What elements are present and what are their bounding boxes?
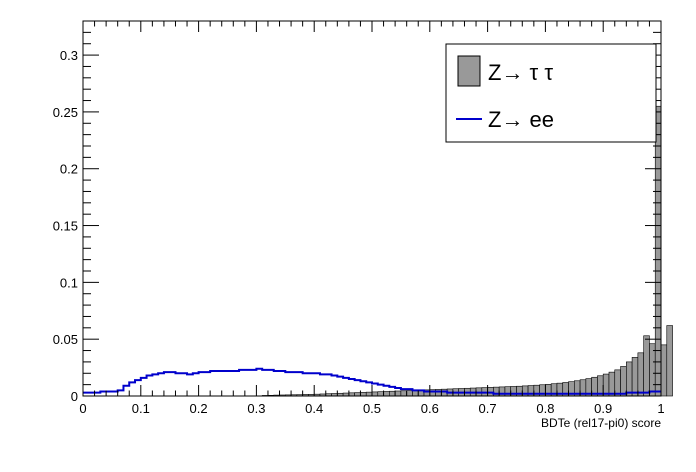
x-tick-labels: 0 0.1 0.2 0.3 0.4 0.5 0.6 0.7 0.8 0.9 1 [79, 401, 664, 416]
legend: Z→ τ τ Z→ ee [445, 43, 657, 143]
y-tick-label: 0.2 [60, 162, 78, 177]
x-tick-label: 0.6 [421, 401, 439, 416]
y-tick-label: 0.15 [53, 219, 78, 234]
ztautau-bar [631, 357, 639, 397]
ztautau-bar [620, 366, 627, 397]
ztautau-bar [383, 391, 390, 397]
x-tick-label: 0.1 [132, 401, 150, 416]
x-tick-label: 0.7 [479, 401, 497, 416]
y-tick-label: 0 [71, 389, 78, 404]
ztautau-bar [377, 391, 384, 397]
axis-ticks [82, 20, 662, 397]
ztautau-bar [354, 392, 361, 397]
line-histogram-layer [83, 367, 661, 395]
x-tick-label: 0.9 [594, 401, 612, 416]
ztautau-bar [435, 389, 442, 397]
ztautau-bar [660, 344, 668, 397]
ztautau-bar [365, 391, 373, 397]
zee-step-line [83, 367, 661, 395]
ztautau-bar [614, 369, 621, 397]
legend-box [445, 43, 657, 143]
legend-swatch-ztautau [457, 55, 481, 87]
ztautau-bar [649, 343, 656, 397]
ztautau-bar [389, 390, 396, 397]
x-tick-label: 1 [657, 401, 664, 416]
filled-histogram-layer [261, 105, 673, 397]
ztautau-bar [360, 392, 367, 397]
y-tick-label: 0.1 [60, 275, 78, 290]
ztautau-bar [643, 335, 650, 397]
ztautau-bar [654, 105, 662, 397]
legend-label-ztautau: Z→ τ τ [488, 60, 553, 85]
x-tick-label: 0.5 [363, 401, 381, 416]
ztautau-bar [626, 361, 633, 397]
y-tick-label: 0.25 [53, 105, 78, 120]
x-tick-label: 0.3 [247, 401, 265, 416]
ztautau-bar [394, 390, 402, 397]
y-tick-labels: 0 0.05 0.1 0.15 0.2 0.25 0.3 [53, 48, 78, 404]
ztautau-bar [400, 390, 407, 397]
ztautau-bar [406, 390, 413, 397]
legend-label-zee: Z→ ee [488, 107, 554, 132]
ztautau-bar [371, 391, 379, 397]
x-axis-title: BDTe (rel17-pi0) score [541, 416, 661, 430]
x-tick-label: 0.4 [305, 401, 323, 416]
ztautau-bar [637, 352, 644, 397]
x-tick-label: 0.8 [536, 401, 554, 416]
x-tick-label: 0 [79, 401, 86, 416]
x-tick-label: 0.2 [190, 401, 208, 416]
ztautau-bar [602, 373, 610, 397]
y-tick-label: 0.05 [53, 332, 78, 347]
y-tick-label: 0.3 [60, 48, 78, 63]
ztautau-bar [608, 371, 616, 397]
ztautau-bar [666, 325, 673, 397]
